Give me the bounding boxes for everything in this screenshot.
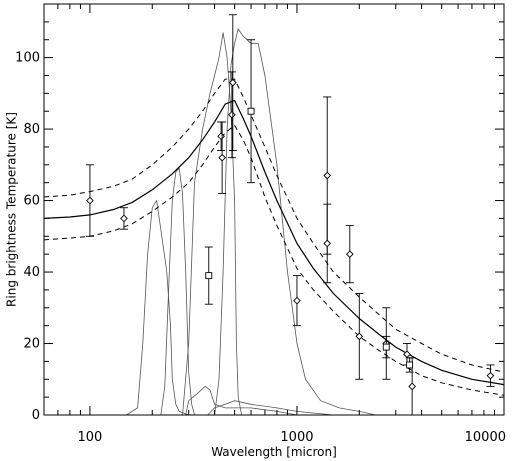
data-point-diamond <box>323 239 332 248</box>
axis-ticks-layer: 0 20 40 60 80 100 100 1000 10000 <box>15 3 506 445</box>
y-tick-label: 0 <box>32 408 40 423</box>
bandpass-curve <box>185 385 298 416</box>
data-point-diamond <box>408 382 416 391</box>
x-tick-label: 1000 <box>280 430 313 445</box>
bandpass-curve <box>207 400 334 416</box>
data-point-square <box>205 272 213 280</box>
data-point-diamond <box>120 214 128 223</box>
data-point-diamond <box>345 250 354 259</box>
data-point-square <box>382 343 390 351</box>
y-axis-title: Ring brightness Temperature [K] <box>5 112 19 307</box>
bandpass-curve <box>214 28 376 416</box>
plot-frame <box>43 3 505 416</box>
data-points-layer <box>85 14 495 416</box>
data-point-diamond <box>323 171 332 180</box>
y-tick-label: 100 <box>15 51 40 66</box>
model-curves-layer <box>43 78 505 396</box>
model-bound-curve <box>43 124 505 396</box>
y-tick-label: 20 <box>23 337 40 352</box>
bandpass-curve <box>126 199 189 416</box>
y-tick-label: 80 <box>23 122 40 137</box>
bandpass-curve <box>160 167 195 416</box>
y-tick-label: 60 <box>23 194 40 209</box>
data-point-diamond <box>228 78 237 87</box>
data-point-square <box>406 361 414 369</box>
y-tick-label: 40 <box>23 265 40 280</box>
data-point-diamond <box>355 332 364 341</box>
data-point-diamond <box>218 153 226 162</box>
data-point-diamond <box>486 371 495 380</box>
data-point-diamond <box>86 196 94 205</box>
x-axis-title: Wavelength [micron] <box>211 445 337 459</box>
data-point-diamond <box>293 296 301 305</box>
data-point-diamond <box>228 110 236 119</box>
data-point-diamond <box>217 132 225 141</box>
x-tick-label: 100 <box>78 430 103 445</box>
model-curve <box>43 99 505 386</box>
model-bound-curve <box>43 78 505 373</box>
x-tick-label: 10000 <box>465 430 506 445</box>
data-point-square <box>247 107 255 115</box>
